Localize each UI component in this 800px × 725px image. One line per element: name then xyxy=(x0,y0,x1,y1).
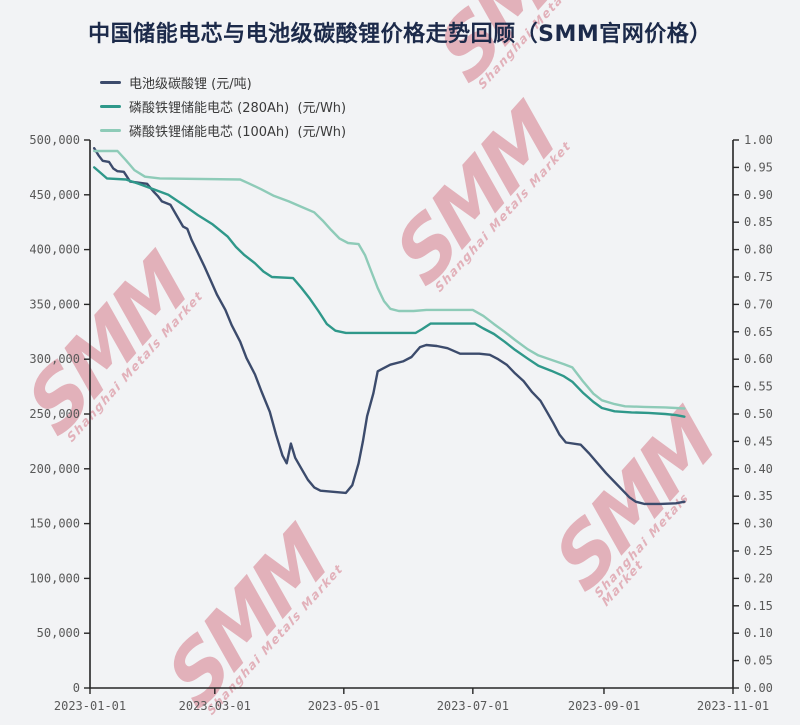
x-tick-label: 2023-05-01 xyxy=(308,699,380,713)
y-left-tick-label: 250,000 xyxy=(29,407,80,421)
y-right-tick-label: 0.95 xyxy=(744,160,773,174)
y-right-tick-label: 0.60 xyxy=(744,352,773,366)
y-right-tick-label: 0.55 xyxy=(744,380,773,394)
y-left-tick-label: 500,000 xyxy=(29,133,80,147)
y-right-tick-label: 0.20 xyxy=(744,571,773,585)
y-right-tick-label: 0.35 xyxy=(744,489,773,503)
y-right-tick-label: 0.70 xyxy=(744,297,773,311)
y-right-tick-label: 0.65 xyxy=(744,325,773,339)
x-tick-label: 2023-09-01 xyxy=(568,699,640,713)
series-line-2 xyxy=(92,166,686,418)
y-left-tick-label: 300,000 xyxy=(29,352,80,366)
y-right-tick-label: 0.80 xyxy=(744,243,773,257)
y-right-tick-label: 0.85 xyxy=(744,215,773,229)
y-right-tick-label: 0.00 xyxy=(744,681,773,695)
axes-spines xyxy=(89,140,734,689)
x-tick-label: 2023-11-01 xyxy=(697,699,769,713)
x-tick-label: 2023-01-01 xyxy=(54,699,126,713)
y-right-tick-label: 1.00 xyxy=(744,133,773,147)
y-right-tick-label: 0.05 xyxy=(744,654,773,668)
y-right-tick-label: 0.40 xyxy=(744,462,773,476)
y-left-tick-label: 100,000 xyxy=(29,571,80,585)
y-right-tick-label: 0.75 xyxy=(744,270,773,284)
y-left-tick-label: 0 xyxy=(73,681,80,695)
y-right-tick-label: 0.10 xyxy=(744,626,773,640)
x-tick-label: 2023-03-01 xyxy=(179,699,251,713)
chart-title: 中国储能电芯与电池级碳酸锂价格走势回顾（SMM官网价格） xyxy=(88,22,712,47)
legend-label: 磷酸铁锂储能电芯 (100Ah) (元/Wh) xyxy=(129,124,347,140)
y-left-tick-label: 400,000 xyxy=(29,243,80,257)
y-right-tick-label: 0.50 xyxy=(744,407,773,421)
legend-label: 磷酸铁锂储能电芯 (280Ah) (元/Wh) xyxy=(129,100,347,116)
y-left-tick-label: 50,000 xyxy=(37,626,80,640)
series-line-1 xyxy=(92,146,686,506)
legend-item-cell-100ah: 磷酸铁锂储能电芯 (100Ah) (元/Wh) xyxy=(100,118,346,142)
legend-label: 电池级碳酸锂 (元/吨) xyxy=(129,76,252,92)
y-right-tick-label: 0.30 xyxy=(744,517,773,531)
chart-legend: 电池级碳酸锂 (元/吨) 磷酸铁锂储能电芯 (280Ah) (元/Wh) 磷酸铁… xyxy=(100,70,346,142)
y-left-tick-label: 450,000 xyxy=(29,188,80,202)
legend-line-swatch-mint xyxy=(100,128,121,132)
legend-line-swatch-teal xyxy=(100,104,121,108)
y-right-tick-label: 0.25 xyxy=(744,544,773,558)
legend-line-swatch-navy xyxy=(100,80,121,84)
legend-item-cell-280ah: 磷酸铁锂储能电芯 (280Ah) (元/Wh) xyxy=(100,94,346,118)
y-right-tick-label: 0.15 xyxy=(744,599,773,613)
y-right-tick-label: 0.45 xyxy=(744,434,773,448)
series-line-3 xyxy=(92,149,686,410)
y-left-tick-label: 200,000 xyxy=(29,462,80,476)
x-tick-label: 2023-07-01 xyxy=(437,699,509,713)
y-left-tick-label: 150,000 xyxy=(29,517,80,531)
y-left-tick-label: 350,000 xyxy=(29,297,80,311)
legend-item-lithium-carbonate: 电池级碳酸锂 (元/吨) xyxy=(100,70,346,94)
y-right-tick-label: 0.90 xyxy=(744,188,773,202)
